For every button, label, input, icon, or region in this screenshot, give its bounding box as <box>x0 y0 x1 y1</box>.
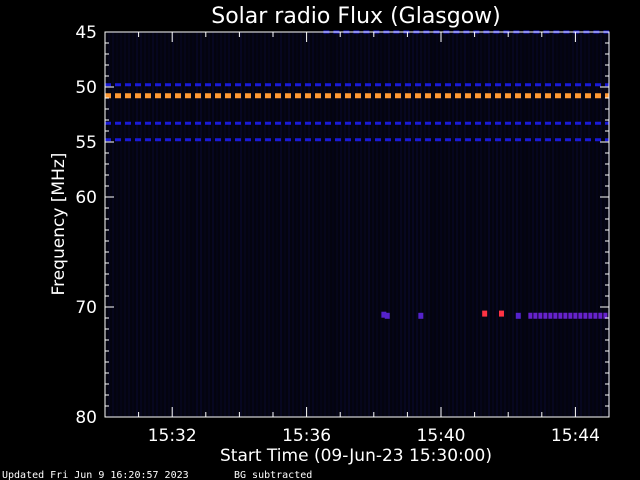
spot-4 <box>498 310 504 317</box>
y-tick-label-2: 55 <box>75 133 97 153</box>
y-axis-label: Frequency [MHz] <box>49 153 69 296</box>
x-axis-label: Start Time (09-Jun-23 15:30:00) <box>220 446 492 466</box>
footer-updated: Updated Fri Jun 9 16:20:57 2023 <box>2 470 189 480</box>
x-tick-label-0: 15:32 <box>148 426 197 446</box>
x-tick-label-3: 15:44 <box>551 426 600 446</box>
y-tick-label-5: 80 <box>75 408 97 428</box>
burst-spots <box>381 310 609 319</box>
spot-2 <box>418 312 424 319</box>
spot-0 <box>381 311 387 318</box>
y-axis: 45 50 55 60 70 80 <box>75 23 609 428</box>
x-tick-label-1: 15:36 <box>282 426 331 446</box>
y-tick-label-3: 60 <box>75 188 97 208</box>
spot-5 <box>515 312 521 319</box>
spot-3 <box>482 310 488 317</box>
y-tick-label-1: 50 <box>75 78 97 98</box>
background-texture <box>108 32 610 417</box>
y-tick-label-4: 70 <box>75 298 97 318</box>
x-tick-label-2: 15:40 <box>417 426 466 446</box>
chart-title: Solar radio Flux (Glasgow) <box>211 4 501 29</box>
y-tick-label-0: 45 <box>75 23 97 43</box>
plot-frame <box>104 31 610 418</box>
x-axis: 15:32 15:36 15:40 15:44 <box>104 32 610 446</box>
spot-1 <box>384 312 390 319</box>
footer-note: BG subtracted <box>234 470 312 480</box>
